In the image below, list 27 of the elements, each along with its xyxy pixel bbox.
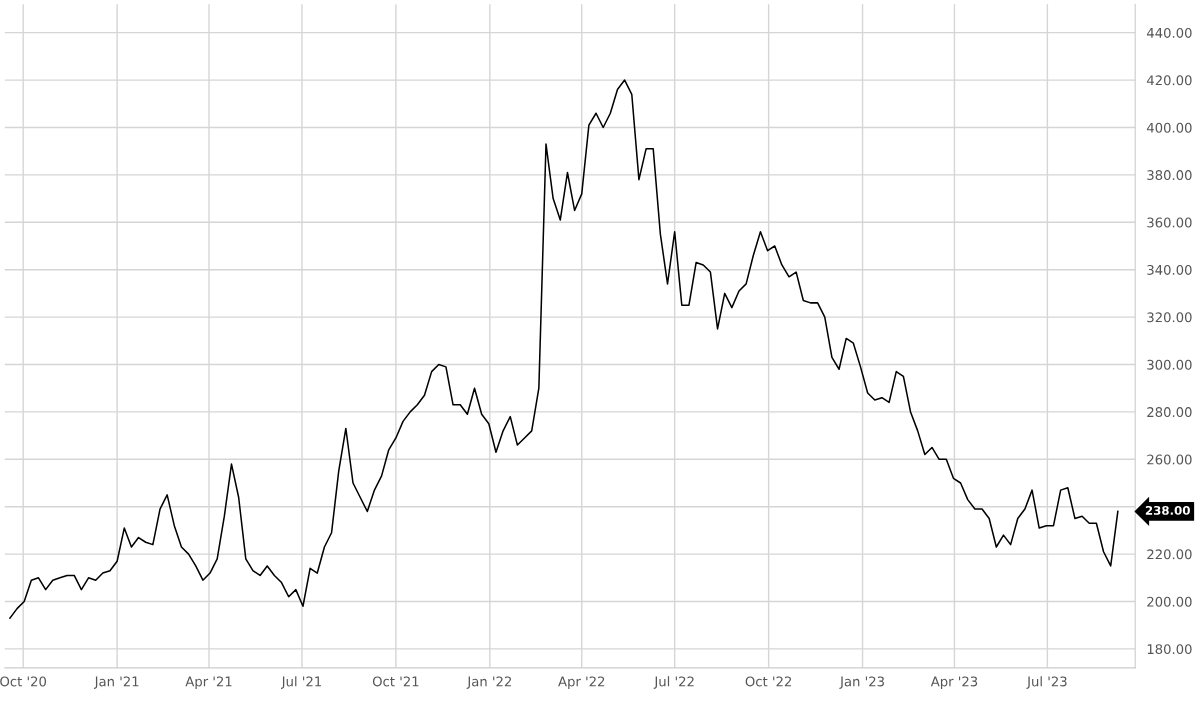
y-tick-label: 220.00 — [1147, 549, 1192, 560]
x-tick-label: Oct '20 — [0, 676, 47, 687]
y-tick-label: 420.00 — [1146, 75, 1192, 86]
y-tick-label: 200.00 — [1147, 596, 1192, 607]
x-tick-label: Oct '21 — [372, 676, 419, 687]
y-tick-label: 400.00 — [1146, 122, 1192, 133]
x-tick-label: Jan '21 — [93, 676, 139, 689]
x-tick-label: Apr '23 — [930, 676, 978, 689]
text: 238.00 — [1145, 505, 1190, 515]
x-tick-label: Apr '21 — [185, 676, 232, 689]
y-tick-label: 300.00 — [1147, 359, 1192, 370]
x-tick-label: Oct '22 — [745, 676, 791, 687]
y-tick-label: 280.00 — [1147, 407, 1192, 418]
y-tick-label: 380.00 — [1147, 170, 1192, 181]
line-series — [9, 79, 1119, 619]
y-tick-label: 440.00 — [1146, 27, 1192, 38]
y-tick-label: 340.00 — [1147, 264, 1192, 275]
y-tick-label: 360.00 — [1147, 217, 1192, 228]
x-tick-label: Jul '22 — [653, 676, 694, 689]
y-tick-label: 320.00 — [1147, 312, 1192, 323]
x-tick-label: Apr '22 — [558, 676, 605, 689]
y-tick-label: 260.00 — [1147, 454, 1192, 465]
x-tick-label: Jan '23 — [839, 676, 884, 689]
y-tick-label: 180.00 — [1147, 644, 1192, 655]
x-tick-label: Jul '21 — [281, 676, 321, 689]
x-tick-label: Jul '23 — [1026, 676, 1067, 689]
x-tick-label: Jan '22 — [466, 676, 511, 689]
